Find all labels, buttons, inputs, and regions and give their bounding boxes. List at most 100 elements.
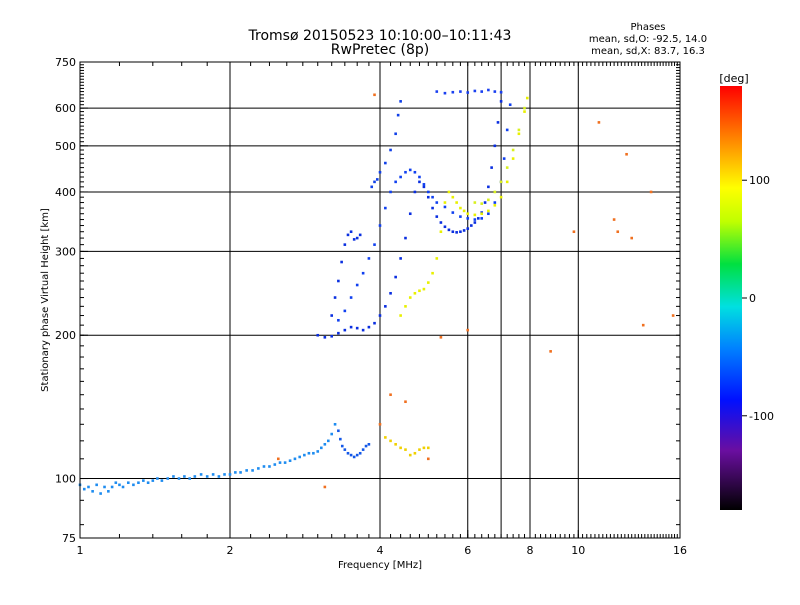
data-point xyxy=(422,446,426,450)
data-point xyxy=(355,453,359,457)
data-point xyxy=(273,463,277,466)
data-point xyxy=(268,465,271,468)
data-point xyxy=(384,436,387,439)
data-point xyxy=(183,475,186,478)
data-point xyxy=(493,144,497,148)
data-point xyxy=(413,451,417,455)
data-point xyxy=(443,91,447,95)
data-point xyxy=(103,485,106,489)
data-point xyxy=(199,473,203,476)
data-point xyxy=(511,148,515,152)
data-point xyxy=(431,271,434,275)
data-point xyxy=(523,106,526,110)
data-point xyxy=(223,473,226,476)
data-point xyxy=(404,236,407,240)
data-point xyxy=(422,183,426,186)
data-point xyxy=(346,233,350,237)
data-point xyxy=(443,225,447,229)
data-point xyxy=(480,217,484,220)
data-point xyxy=(378,224,382,227)
data-point xyxy=(466,328,470,332)
data-point xyxy=(349,453,353,457)
data-point xyxy=(443,201,447,204)
data-point xyxy=(99,492,102,495)
data-point xyxy=(466,91,470,94)
data-point xyxy=(373,93,376,97)
data-point xyxy=(211,473,215,476)
data-point xyxy=(462,229,466,232)
data-point xyxy=(330,334,334,338)
data-point xyxy=(422,185,426,189)
data-point xyxy=(142,479,145,482)
data-point xyxy=(459,230,462,234)
data-point xyxy=(671,314,675,317)
data-point xyxy=(394,180,397,184)
colorbar xyxy=(720,86,742,510)
data-point xyxy=(132,483,135,487)
data-point xyxy=(327,439,330,443)
data-point xyxy=(523,110,526,113)
data-point xyxy=(483,201,487,204)
data-point xyxy=(505,180,509,184)
data-point xyxy=(384,206,387,210)
data-point xyxy=(426,446,430,450)
phase-box-heading: Phases xyxy=(630,22,665,33)
data-point xyxy=(502,157,506,160)
x-tick-label: 8 xyxy=(527,544,534,557)
data-point xyxy=(451,90,455,94)
data-point xyxy=(373,180,376,184)
data-point xyxy=(367,325,371,329)
data-point xyxy=(394,132,397,136)
data-point xyxy=(399,257,402,260)
data-point xyxy=(352,455,356,459)
data-point xyxy=(333,296,337,299)
data-point xyxy=(439,336,443,339)
data-point xyxy=(389,148,392,152)
data-point xyxy=(262,465,266,468)
data-point xyxy=(487,198,490,202)
data-point xyxy=(447,190,451,194)
data-point xyxy=(251,469,254,472)
data-point xyxy=(462,209,466,213)
data-points xyxy=(78,88,675,495)
colorbar-tick-label: 0 xyxy=(749,292,756,305)
data-point xyxy=(470,224,473,227)
data-point xyxy=(487,88,490,92)
data-point xyxy=(373,321,376,325)
data-point xyxy=(399,100,402,103)
data-point xyxy=(378,422,382,426)
data-point xyxy=(349,230,353,234)
data-point xyxy=(375,178,379,181)
data-point xyxy=(418,448,421,451)
data-point xyxy=(413,170,417,174)
data-point xyxy=(399,175,402,179)
x-tick-label: 2 xyxy=(227,544,234,557)
data-point xyxy=(447,228,451,232)
data-point xyxy=(473,201,477,204)
data-point xyxy=(493,201,497,204)
data-point xyxy=(404,400,407,404)
colorbar-label: [deg] xyxy=(719,72,748,85)
tick-layer: 1 2 4 6 8 10 16 75 100 200 300 400 500 600 750 xyxy=(55,56,687,557)
data-point xyxy=(288,459,292,463)
data-point xyxy=(384,305,387,308)
data-point xyxy=(394,275,397,279)
data-point xyxy=(549,350,552,353)
y-tick-label: 400 xyxy=(55,186,76,199)
colorbar-ticks: 100 0 -100 xyxy=(742,174,774,423)
data-point xyxy=(283,461,287,464)
y-tick-label: 500 xyxy=(55,140,76,153)
data-point xyxy=(625,152,628,156)
data-point xyxy=(517,132,521,136)
phase-box-o-line: mean, sd,O: -92.5, 14.0 xyxy=(589,34,707,45)
data-point xyxy=(352,238,356,241)
y-axis-label: Stationary phase Virtual Height [km] xyxy=(40,208,51,392)
data-point xyxy=(228,473,232,476)
data-point xyxy=(95,483,98,487)
data-point xyxy=(110,485,114,489)
data-point xyxy=(511,157,515,160)
data-point xyxy=(343,309,347,313)
data-point xyxy=(107,490,110,493)
